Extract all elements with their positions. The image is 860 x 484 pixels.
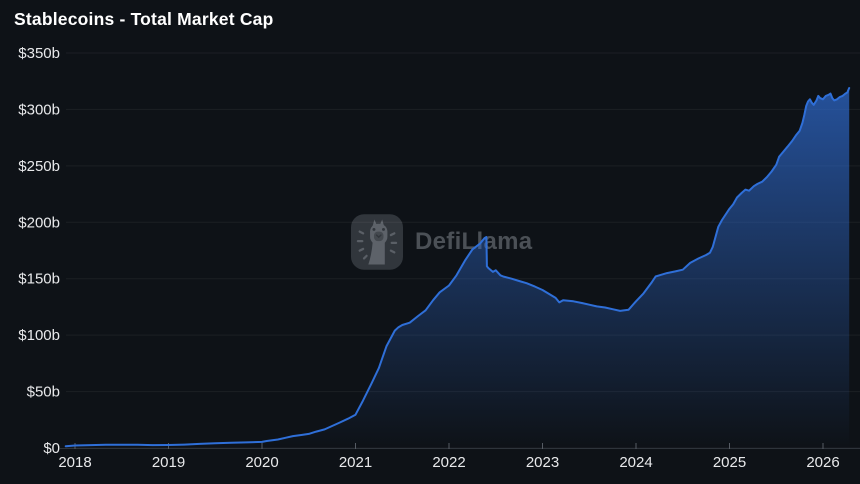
x-axis-label: 2025 bbox=[713, 454, 746, 471]
defillama-llama-icon bbox=[351, 214, 403, 270]
y-axis-label: $300b bbox=[18, 101, 60, 118]
x-axis-label: 2024 bbox=[619, 454, 652, 471]
y-axis-label: $50b bbox=[27, 384, 60, 401]
chart-title: Stablecoins - Total Market Cap bbox=[14, 9, 274, 29]
x-axis-label: 2019 bbox=[152, 454, 185, 471]
x-axis-label: 2021 bbox=[339, 454, 372, 471]
x-axis-label: 2020 bbox=[245, 454, 278, 471]
y-axis-label: $350b bbox=[18, 45, 60, 62]
y-axis-label: $200b bbox=[18, 214, 60, 231]
y-axis-label: $150b bbox=[18, 271, 60, 288]
x-axis-label: 2026 bbox=[806, 454, 839, 471]
x-axis-label: 2018 bbox=[58, 454, 91, 471]
x-axis-label: 2023 bbox=[526, 454, 559, 471]
watermark: DefiLlama bbox=[351, 214, 532, 270]
x-axis-label: 2022 bbox=[432, 454, 465, 471]
market-cap-area bbox=[65, 88, 850, 448]
y-axis-label: $0 bbox=[43, 440, 60, 457]
market-cap-line bbox=[64, 87, 851, 448]
y-axis-label: $100b bbox=[18, 327, 60, 344]
y-axis-label: $250b bbox=[18, 158, 60, 175]
